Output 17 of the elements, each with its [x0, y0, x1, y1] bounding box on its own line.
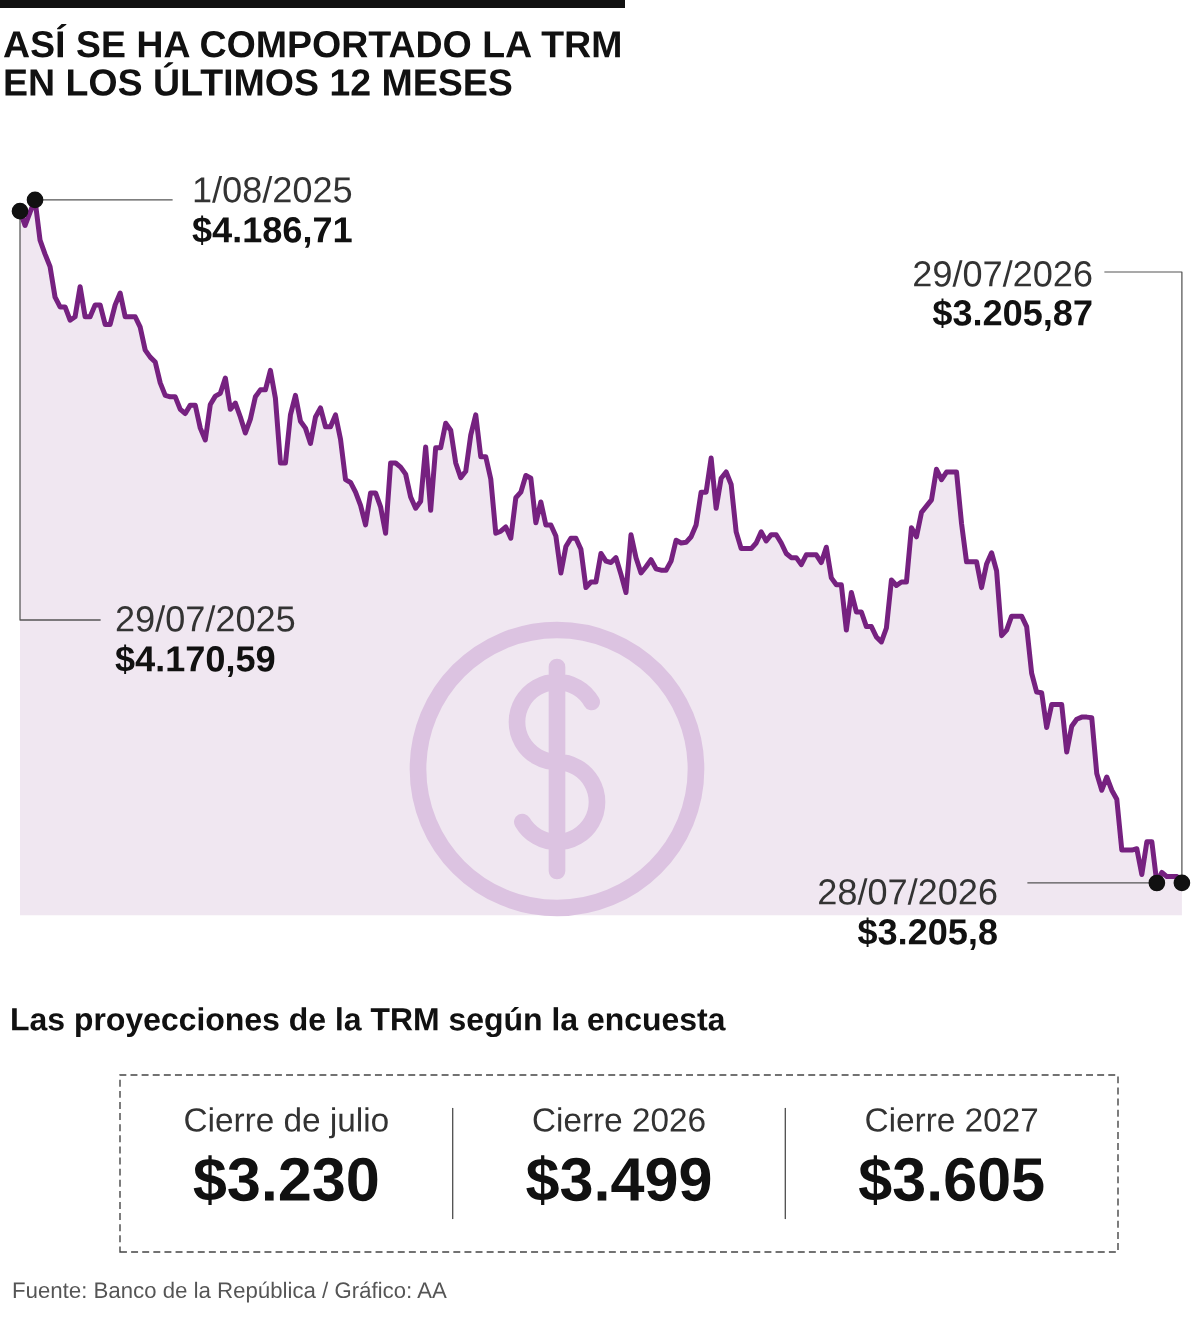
category-label: Cierre 2027 [866, 1107, 1038, 1132]
data-label: $4.170,59 [115, 644, 275, 677]
chart-title: ASÍ SE HA COMPORTADO LA TRM EN LOS ÚLTIMOS 12 MESES [3, 23, 620, 96]
annotation: 1/08/2025 [194, 176, 352, 203]
annotation: Fuente: Banco de la República / Gráfico: AA [13, 1281, 447, 1303]
text: $3.499 [526, 1155, 711, 1206]
annotation: 29/07/2025 [116, 605, 295, 632]
data-label: $3.205,8 [857, 917, 997, 950]
annotation: 29/07/2026 [914, 260, 1092, 287]
category-label: Cierre 2026 [533, 1107, 705, 1132]
data-label: $4.186,71 [192, 215, 352, 248]
text: $3.605 [859, 1155, 1044, 1206]
text: Las proyecciones de la TRM según la encuesta [12, 1006, 726, 1038]
annotation: 28/07/2026 [819, 878, 997, 905]
text: $3.230 [193, 1155, 378, 1206]
data-label: $3.205,87 [932, 298, 1092, 331]
category-label: Cierre de julio [185, 1107, 388, 1139]
